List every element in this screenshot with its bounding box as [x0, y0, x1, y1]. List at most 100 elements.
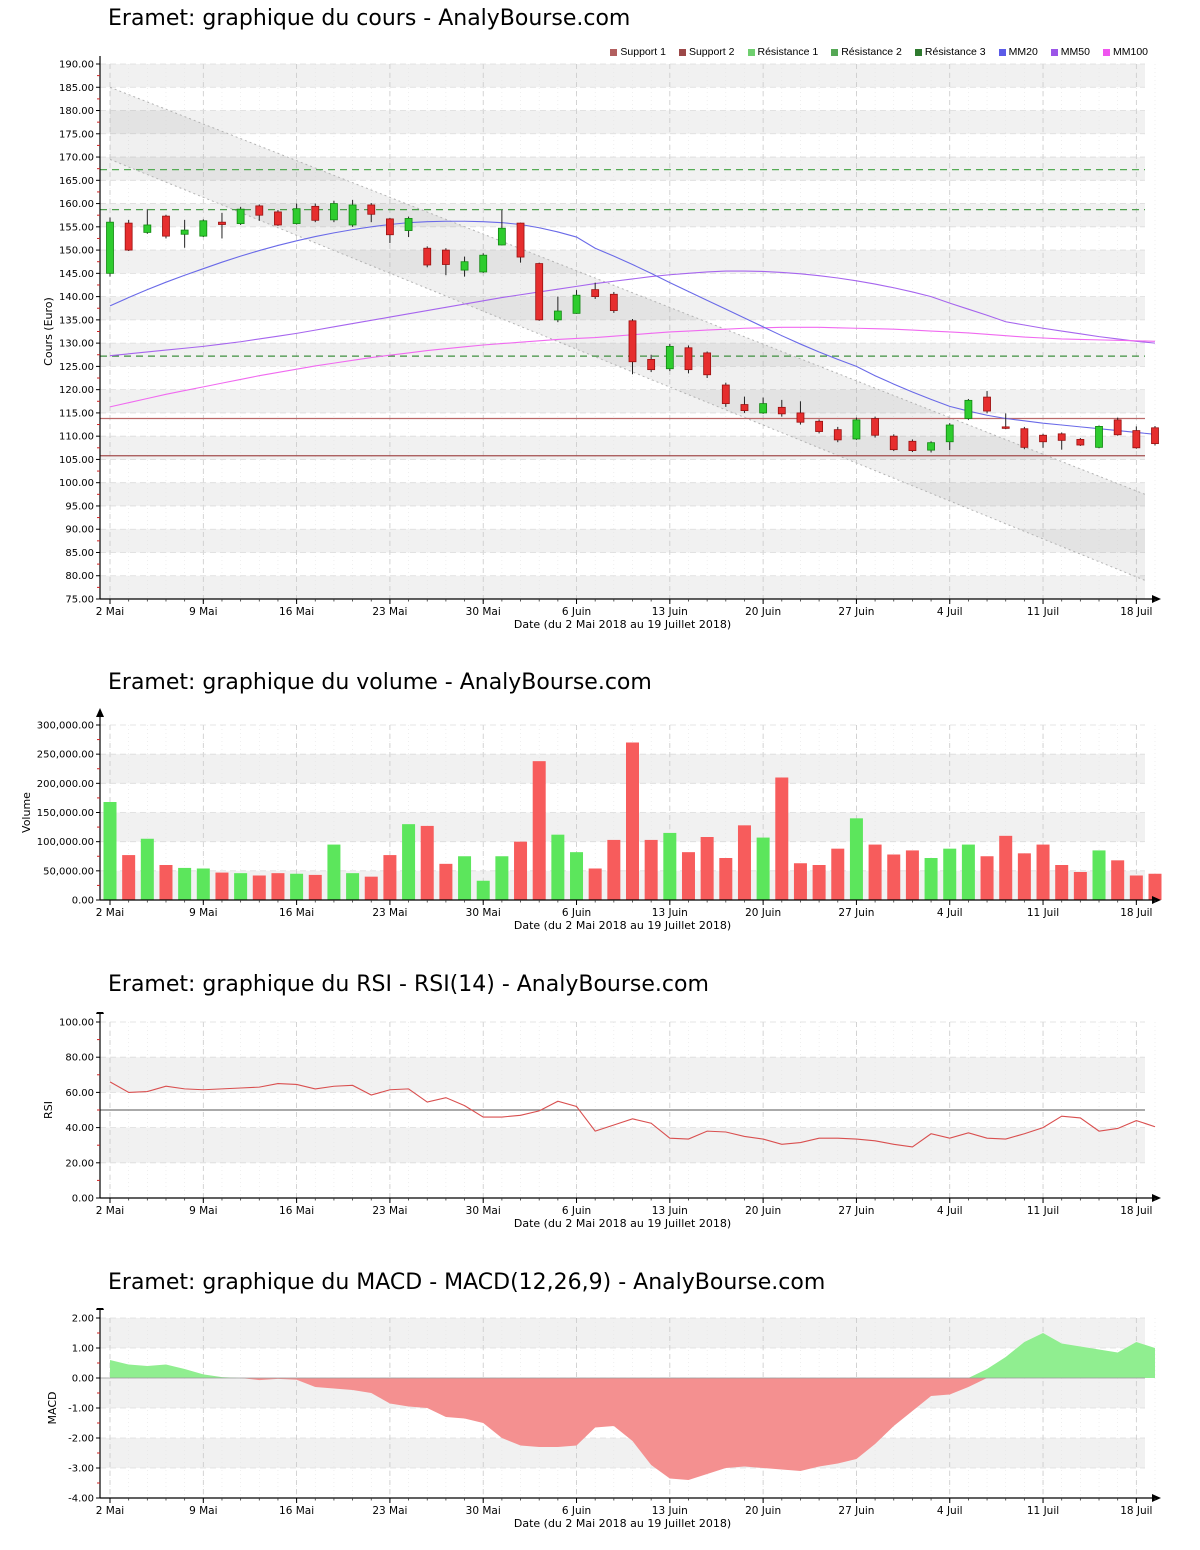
legend-item-r-sistance-2: Résistance 2: [831, 46, 902, 58]
svg-text:165.00: 165.00: [59, 176, 94, 187]
volume-plot-area: 0.00 50,000.00 100,000.00 150,000.00 200,000…: [20, 708, 1162, 932]
svg-text:23 Mai: 23 Mai: [372, 907, 407, 919]
svg-text:23 Mai: 23 Mai: [372, 1505, 407, 1517]
svg-text:-3.00: -3.00: [68, 1464, 94, 1475]
svg-text:100.00: 100.00: [59, 1018, 94, 1029]
svg-text:RSI: RSI: [42, 1101, 55, 1119]
svg-text:105.00: 105.00: [59, 455, 94, 466]
svg-text:4 Juil: 4 Juil: [937, 1205, 963, 1217]
svg-text:6 Juin: 6 Juin: [562, 1205, 591, 1217]
legend-label: MM50: [1060, 46, 1090, 58]
svg-text:20 Juin: 20 Juin: [745, 907, 781, 919]
macd-chart-title: Eramet: graphique du MACD - MACD(12,26,9…: [108, 1270, 826, 1295]
svg-text:Cours (Euro): Cours (Euro): [42, 297, 55, 366]
svg-text:2.00: 2.00: [72, 1314, 94, 1325]
svg-text:27 Juin: 27 Juin: [838, 1205, 874, 1217]
svg-text:2 Mai: 2 Mai: [96, 907, 124, 919]
legend-item-r-sistance-3: Résistance 3: [914, 46, 986, 58]
svg-text:16 Mai: 16 Mai: [279, 1505, 314, 1517]
legend-swatch-icon: [1102, 48, 1110, 56]
svg-text:6 Juin: 6 Juin: [562, 1505, 591, 1517]
svg-text:6 Juin: 6 Juin: [562, 907, 591, 919]
svg-text:18 Juil: 18 Juil: [1120, 1505, 1152, 1517]
svg-text:125.00: 125.00: [59, 362, 94, 373]
legend-item-mm50: MM50: [1050, 46, 1090, 58]
svg-text:11 Juil: 11 Juil: [1027, 1205, 1059, 1217]
svg-text:50,000.00: 50,000.00: [43, 866, 94, 877]
svg-text:30 Mai: 30 Mai: [466, 907, 501, 919]
svg-text:Date (du 2 Mai 2018 au 19 Juil: Date (du 2 Mai 2018 au 19 Juillet 2018): [514, 618, 731, 631]
volume-chart-title: Eramet: graphique du volume - AnalyBours…: [108, 670, 652, 695]
legend-swatch-icon: [831, 48, 839, 56]
svg-text:23 Mai: 23 Mai: [372, 1205, 407, 1217]
svg-text:9 Mai: 9 Mai: [189, 606, 217, 618]
svg-text:85.00: 85.00: [65, 548, 94, 559]
svg-text:11 Juil: 11 Juil: [1027, 1505, 1059, 1517]
svg-text:185.00: 185.00: [59, 83, 94, 94]
svg-text:115.00: 115.00: [59, 408, 94, 419]
svg-text:160.00: 160.00: [59, 199, 94, 210]
legend-item-mm100: MM100: [1102, 46, 1148, 58]
svg-text:130.00: 130.00: [59, 339, 94, 350]
svg-text:60.00: 60.00: [65, 1088, 94, 1099]
svg-text:75.00: 75.00: [65, 595, 94, 606]
svg-text:-1.00: -1.00: [68, 1404, 94, 1415]
svg-text:16 Mai: 16 Mai: [279, 606, 314, 618]
svg-text:MACD: MACD: [46, 1392, 59, 1425]
svg-text:95.00: 95.00: [65, 501, 94, 512]
svg-text:6 Juin: 6 Juin: [562, 606, 591, 618]
svg-text:13 Juin: 13 Juin: [652, 1505, 688, 1517]
svg-text:2 Mai: 2 Mai: [96, 606, 124, 618]
svg-text:20 Juin: 20 Juin: [745, 1505, 781, 1517]
svg-text:2 Mai: 2 Mai: [96, 1505, 124, 1517]
svg-text:30 Mai: 30 Mai: [466, 1205, 501, 1217]
svg-text:13 Juin: 13 Juin: [652, 907, 688, 919]
svg-text:16 Mai: 16 Mai: [279, 1205, 314, 1217]
svg-text:27 Juin: 27 Juin: [838, 907, 874, 919]
svg-text:250,000.00: 250,000.00: [37, 750, 94, 761]
svg-text:Date (du 2 Mai 2018 au 19 Juil: Date (du 2 Mai 2018 au 19 Juillet 2018): [514, 1517, 731, 1530]
svg-text:9 Mai: 9 Mai: [189, 1205, 217, 1217]
svg-text:18 Juil: 18 Juil: [1120, 1205, 1152, 1217]
svg-text:145.00: 145.00: [59, 269, 94, 280]
legend-label: MM20: [1008, 46, 1038, 58]
svg-text:190.00: 190.00: [59, 60, 94, 71]
rsi-chart-title: Eramet: graphique du RSI - RSI(14) - Ana…: [108, 972, 709, 997]
macd-chart: -4.00 -3.00 -2.00 -1.00 0.00 1.00 2.00 2 Mai 9 M…: [46, 1308, 1161, 1530]
svg-text:0.00: 0.00: [72, 1374, 94, 1385]
svg-text:27 Juin: 27 Juin: [838, 1505, 874, 1517]
legend-item-support-1: Support 1: [610, 46, 666, 58]
price-plot-area: 75.00 80.00 85.00 90.00 95.00 100.00 105.00 110…: [42, 56, 1161, 631]
macd-plot-area: -4.00 -3.00 -2.00 -1.00 0.00 1.00 2.00 2 Mai 9 M…: [46, 1308, 1161, 1530]
legend-item-r-sistance-1: Résistance 1: [747, 46, 819, 58]
svg-text:Date (du 2 Mai 2018 au 19 Juil: Date (du 2 Mai 2018 au 19 Juillet 2018): [514, 1217, 731, 1230]
legend-item-mm20: MM20: [998, 46, 1038, 58]
svg-text:27 Juin: 27 Juin: [838, 606, 874, 618]
svg-text:180.00: 180.00: [59, 106, 94, 117]
legend-label: Résistance 1: [757, 46, 819, 58]
svg-text:1.00: 1.00: [72, 1344, 94, 1355]
price-chart-title: Eramet: graphique du cours - AnalyBourse…: [108, 6, 631, 31]
svg-text:16 Mai: 16 Mai: [279, 907, 314, 919]
svg-text:18 Juil: 18 Juil: [1120, 907, 1152, 919]
rsi-chart: 0.00 20.00 40.00 60.00 80.00 100.00 2 Mai 9 Mai…: [42, 1012, 1161, 1230]
svg-text:13 Juin: 13 Juin: [652, 606, 688, 618]
svg-text:90.00: 90.00: [65, 525, 94, 536]
legend-swatch-icon: [678, 48, 686, 56]
legend-swatch-icon: [1050, 48, 1058, 56]
svg-text:4 Juil: 4 Juil: [937, 1505, 963, 1517]
svg-text:30 Mai: 30 Mai: [466, 1505, 501, 1517]
svg-text:150,000.00: 150,000.00: [37, 808, 94, 819]
svg-text:-2.00: -2.00: [68, 1434, 94, 1445]
legend-label: Support 1: [620, 46, 666, 58]
legend-label: MM100: [1112, 46, 1148, 58]
svg-text:200,000.00: 200,000.00: [37, 779, 94, 790]
svg-text:23 Mai: 23 Mai: [372, 606, 407, 618]
svg-text:20 Juin: 20 Juin: [745, 606, 781, 618]
svg-text:80.00: 80.00: [65, 1053, 94, 1064]
svg-text:4 Juil: 4 Juil: [937, 606, 963, 618]
svg-text:9 Mai: 9 Mai: [189, 1505, 217, 1517]
svg-text:Volume: Volume: [20, 792, 33, 833]
svg-text:0.00: 0.00: [72, 1194, 94, 1205]
